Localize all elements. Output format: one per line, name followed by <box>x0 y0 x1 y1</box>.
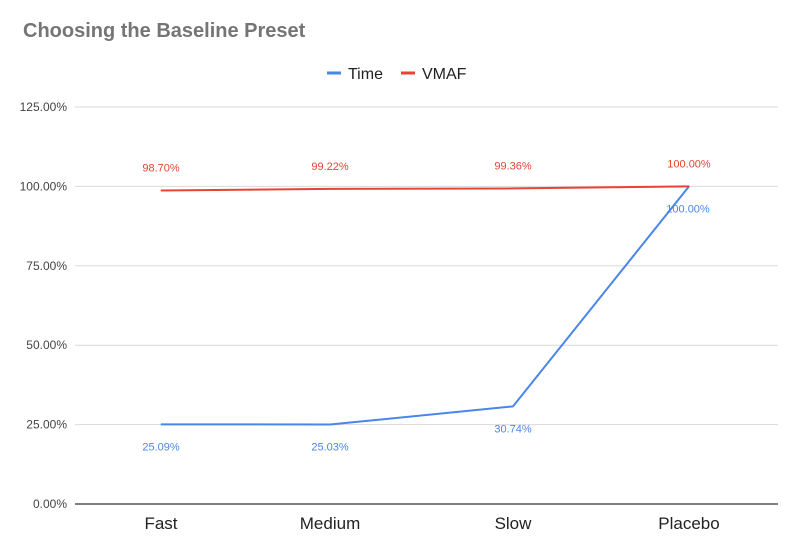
y-tick-label: 0.00% <box>33 497 67 511</box>
series-line <box>160 185 690 426</box>
data-label: 25.09% <box>142 441 180 453</box>
data-point <box>329 424 331 426</box>
y-tick-label: 50.00% <box>26 338 67 352</box>
x-tick-label: Fast <box>144 514 177 533</box>
data-point <box>512 187 514 189</box>
data-label: 100.00% <box>667 158 711 170</box>
legend-label: Time <box>348 66 383 83</box>
y-tick-label: 25.00% <box>26 418 67 432</box>
data-label: 98.70% <box>142 163 180 175</box>
data-point <box>160 190 162 192</box>
y-tick-label: 100.00% <box>20 179 68 193</box>
x-tick-label: Slow <box>495 514 533 533</box>
legend-label: VMAF <box>422 66 467 83</box>
x-tick-label: Medium <box>300 514 360 533</box>
data-label: 99.22% <box>311 161 349 173</box>
y-tick-label: 125.00% <box>20 100 68 114</box>
y-tick-label: 75.00% <box>26 259 67 273</box>
data-label: 100.00% <box>666 203 710 215</box>
data-point <box>329 188 331 190</box>
data-point <box>512 405 514 407</box>
data-label: 25.03% <box>311 442 349 454</box>
data-point <box>688 185 690 187</box>
chart-title: Choosing the Baseline Preset <box>23 20 306 42</box>
series-line <box>160 185 690 192</box>
data-point <box>160 423 162 425</box>
x-tick-label: Placebo <box>658 514 719 533</box>
data-label: 99.36% <box>494 160 532 172</box>
data-label: 30.74% <box>494 423 532 435</box>
